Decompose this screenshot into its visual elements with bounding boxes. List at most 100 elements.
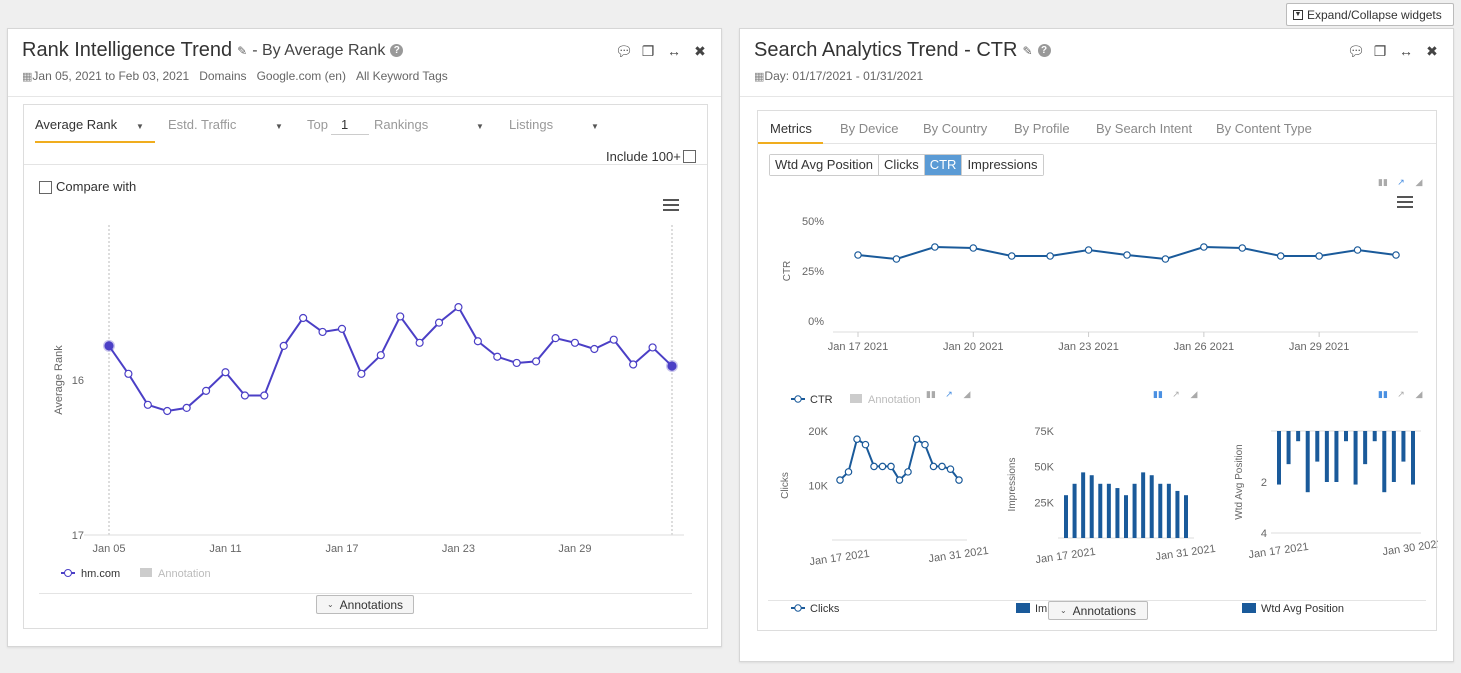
divider	[8, 96, 721, 97]
tab-by-content-type[interactable]: By Content Type	[1216, 121, 1312, 136]
y-tick-label: 75K	[1034, 426, 1054, 438]
chevron-down-icon[interactable]: ▼	[275, 122, 283, 131]
line-chart-icon[interactable]: ↗	[1397, 389, 1405, 399]
data-point	[434, 318, 444, 327]
x-tick-label: Jan 05	[92, 543, 125, 555]
chart-menu-icon[interactable]	[1397, 196, 1413, 210]
data-point	[473, 337, 482, 346]
tab-by-device[interactable]: By Device	[840, 121, 899, 136]
area-chart-icon[interactable]: ◢	[1415, 389, 1423, 399]
data-point	[1276, 252, 1285, 260]
comment-icon[interactable]: 💬︎	[1347, 43, 1365, 59]
data-point	[609, 335, 618, 344]
tab-by-profile[interactable]: By Profile	[1014, 121, 1070, 136]
compare-checkbox[interactable]	[39, 181, 52, 194]
x-tick-label: Jan 17 2021	[828, 341, 889, 353]
y-axis-title: CTR	[782, 261, 793, 282]
x-tick-label: Jan 11	[209, 543, 241, 555]
annotations-button[interactable]: ⌄ Annotations	[316, 595, 414, 614]
data-point	[279, 341, 288, 350]
tab-metrics[interactable]: Metrics	[770, 121, 812, 136]
y-tick-label: 25%	[802, 266, 824, 278]
tags-filter[interactable]: All Keyword Tags	[355, 69, 448, 83]
y-tick-label: 0%	[808, 316, 824, 328]
legend-point-marker	[64, 569, 72, 577]
bar	[1166, 483, 1171, 538]
close-icon[interactable]: ✖	[694, 43, 706, 59]
chevron-down-icon[interactable]: ▼	[476, 122, 484, 131]
data-point	[870, 462, 878, 471]
resize-icon[interactable]: ↔	[667, 43, 681, 59]
bar	[1363, 431, 1368, 465]
data-point	[532, 357, 541, 366]
chart-type-switch: ▮▮ ↗ ◢	[1151, 389, 1201, 399]
data-point	[163, 406, 172, 416]
listings-select[interactable]: Listings	[509, 117, 554, 132]
bar	[1141, 472, 1146, 538]
chart-type-switch: ▮▮ ↗ ◢	[1376, 389, 1426, 399]
metric-clicks[interactable]: Clicks	[879, 155, 925, 175]
x-tick-label: Jan 17 2021	[1248, 541, 1310, 561]
data-point	[853, 435, 861, 443]
metric-ctr[interactable]: CTR	[924, 155, 963, 175]
comment-icon[interactable]: 💬︎	[615, 43, 633, 59]
rank-subtitle: - By Average Rank	[252, 41, 386, 59]
annotations-button[interactable]: ⌄ Annotations	[1048, 601, 1148, 620]
line-chart-icon[interactable]: ↗	[1397, 177, 1405, 187]
rank-intelligence-widget: Rank Intelligence Trend ✎ - By Average R…	[7, 28, 722, 647]
bar-chart-icon[interactable]: ▮▮	[1153, 389, 1163, 399]
clicks-series-line	[839, 437, 960, 482]
data-point	[1084, 246, 1093, 254]
data-point	[854, 251, 862, 259]
edit-title-icon[interactable]: ✎	[1022, 43, 1033, 58]
top-input[interactable]: 1	[331, 115, 369, 135]
include-100-checkbox[interactable]	[683, 150, 696, 163]
bar	[1149, 475, 1154, 538]
area-chart-icon[interactable]: ◢	[1190, 389, 1198, 399]
calendar-icon: ▦	[22, 71, 33, 83]
y-tick-label: 50%	[802, 216, 824, 228]
tab-by-search-intent[interactable]: By Search Intent	[1096, 121, 1193, 136]
rank-panel: Average Rank ▼ Estd. Traffic ▼ Top 1 Ran…	[23, 104, 708, 629]
data-point	[396, 312, 405, 321]
bar	[1089, 475, 1094, 538]
help-icon[interactable]: ?	[1037, 44, 1051, 57]
chart-menu-icon[interactable]	[663, 199, 679, 213]
area-chart-icon[interactable]: ◢	[963, 389, 971, 399]
widget-meta: ▦Jan 05, 2021 to Feb 03, 2021 Domains Go…	[22, 69, 448, 83]
metric-impressions[interactable]: Impressions	[962, 155, 1043, 175]
y-axis-title: Impressions	[1007, 458, 1018, 512]
chevron-down-icon[interactable]: ▼	[136, 122, 144, 131]
widget-tools: 💬︎ ❐ ↔ ✖	[1347, 43, 1439, 60]
close-icon[interactable]: ✖	[1426, 43, 1438, 59]
bar-chart-icon[interactable]: ▮▮	[1378, 389, 1388, 399]
copy-icon[interactable]: ❐	[641, 43, 655, 59]
rankings-select[interactable]: Rankings	[374, 117, 429, 132]
data-point	[551, 334, 560, 343]
traffic-select[interactable]: Estd. Traffic	[168, 117, 237, 132]
bar-chart-icon[interactable]: ▮▮	[1378, 177, 1388, 187]
data-point	[221, 368, 230, 377]
y-tick-label: 4	[1261, 528, 1267, 540]
chevron-down-icon[interactable]: ▼	[591, 122, 599, 131]
area-chart-icon[interactable]: ◢	[1415, 177, 1423, 187]
domains-filter[interactable]: Domains	[199, 69, 247, 83]
data-point	[648, 343, 657, 352]
legend-label-hm: hm.com	[81, 568, 120, 580]
copy-icon[interactable]: ❐	[1373, 43, 1387, 59]
bar-chart-icon[interactable]: ▮▮	[926, 389, 936, 399]
bar	[1372, 431, 1377, 442]
line-chart-icon[interactable]: ↗	[1172, 389, 1180, 399]
help-icon[interactable]: ?	[390, 44, 404, 57]
expand-collapse-button[interactable]: ▼ Expand/Collapse widgets	[1286, 3, 1454, 26]
data-point	[337, 324, 347, 333]
metric-select[interactable]: Average Rank	[35, 117, 118, 132]
engine-filter[interactable]: Google.com (en)	[256, 69, 346, 83]
tab-by-country[interactable]: By Country	[923, 121, 988, 136]
x-tick-label: Jan 17 2021	[809, 548, 871, 568]
metric-wtd-avg-position[interactable]: Wtd Avg Position	[770, 155, 880, 175]
edit-title-icon[interactable]: ✎	[237, 43, 248, 58]
data-point	[895, 476, 904, 484]
resize-icon[interactable]: ↔	[1399, 43, 1413, 59]
line-chart-icon[interactable]: ↗	[945, 389, 953, 399]
